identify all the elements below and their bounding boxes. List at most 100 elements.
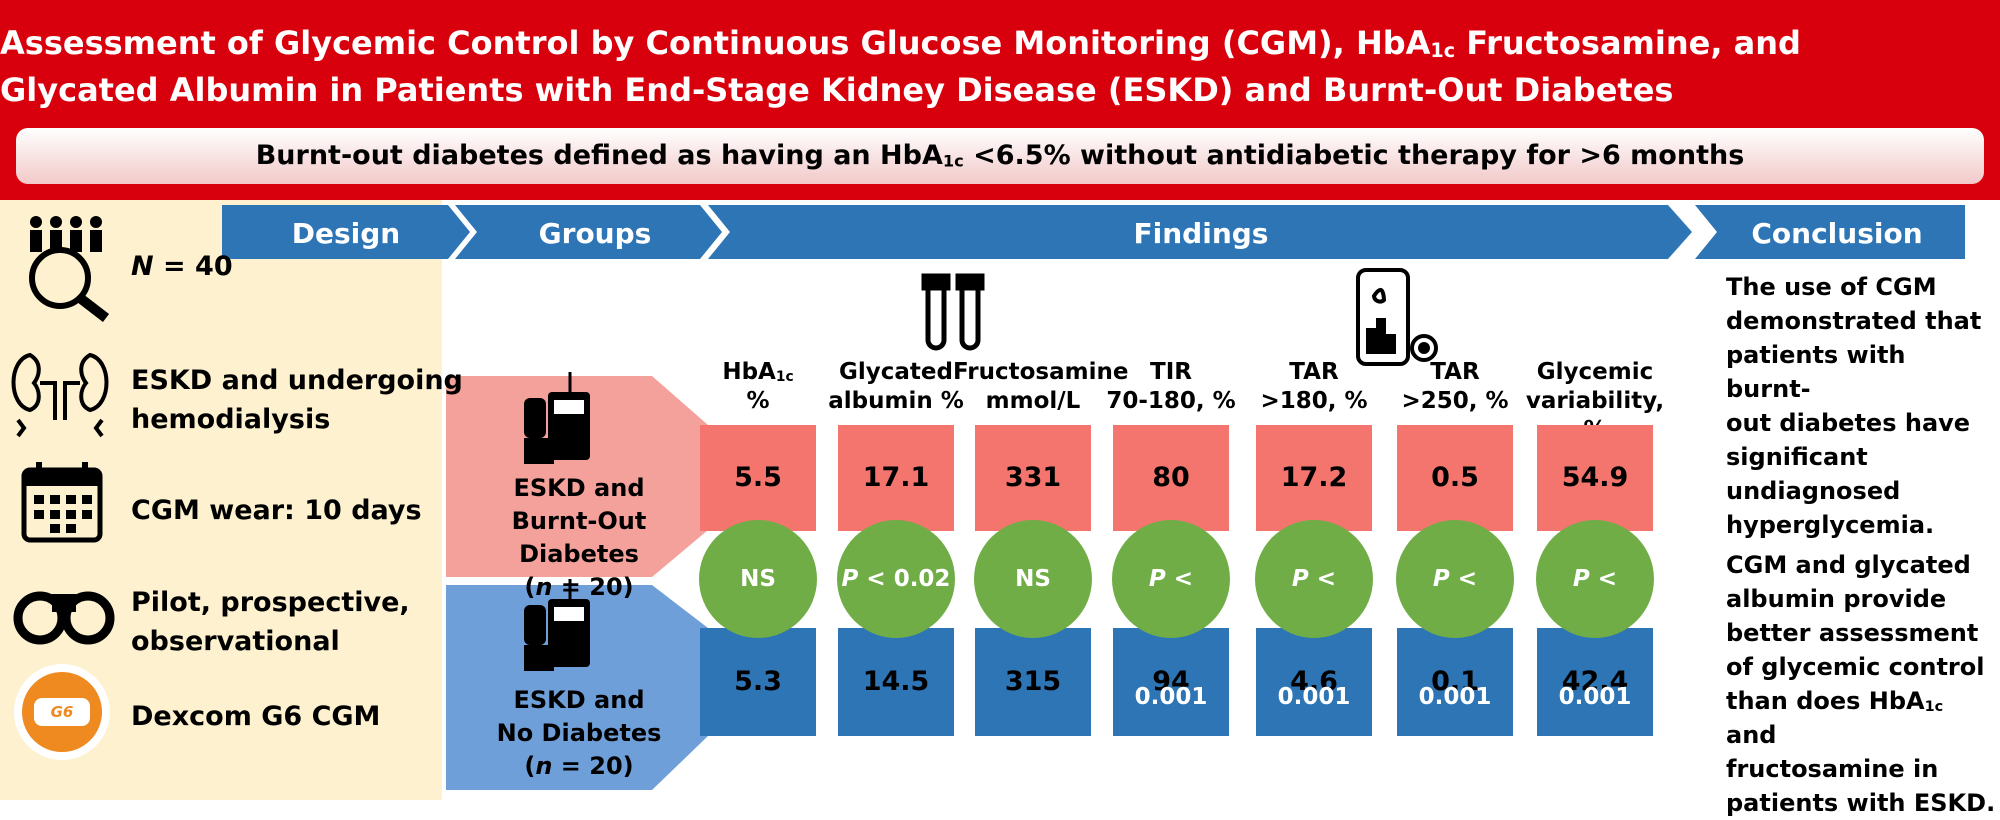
value-cell: 4.6 — [1256, 628, 1372, 736]
text-segment: The use of CGM — [1726, 273, 1937, 301]
design-item: N = 40 — [131, 247, 233, 286]
text-segment: Glycemic — [1536, 359, 1654, 385]
value: 54.9 — [1561, 462, 1629, 493]
italic-text: P — [1291, 566, 1309, 592]
text-line: N = 40 — [131, 247, 233, 286]
text-segment: % — [746, 388, 770, 414]
p-value-circle: NS — [699, 520, 817, 638]
text-line: P < 0.001 — [1112, 520, 1230, 756]
text-line: ESKD and undergoing — [131, 361, 463, 400]
section-header: Groups — [538, 217, 652, 250]
subtitle: Burnt-out diabetes defined as having an … — [16, 128, 1984, 184]
section-header: Design — [291, 217, 401, 250]
group-label: ESKD and Burnt-Out Diabetes (n = 20) — [448, 472, 710, 604]
text-line: NS — [699, 520, 817, 638]
section-header: Conclusion — [1751, 217, 1923, 250]
chevron-conclusion — [1695, 205, 1965, 259]
text-segment: >250, % — [1401, 388, 1509, 414]
section-header: Findings — [1133, 217, 1269, 250]
text-segment: out diabetes have — [1726, 409, 1971, 437]
value: 5.5 — [734, 462, 782, 493]
text-segment: hyperglycemia. — [1726, 511, 1935, 539]
text-line: Burnt-Out Diabetes — [448, 505, 710, 571]
text-segment: Glycated — [839, 359, 953, 385]
text-segment: significant — [1726, 443, 1868, 471]
value-cell: 315 — [975, 628, 1091, 736]
design-item: CGM wear: 10 days — [131, 491, 422, 530]
italic-text: P — [1148, 566, 1166, 592]
subscript: 1c — [775, 369, 794, 386]
text-line: than does HbA1c and — [1726, 684, 1996, 752]
text-line: demonstrated that — [1726, 304, 1996, 338]
text-line: TAR — [1375, 358, 1535, 387]
text-line: undiagnosed — [1726, 474, 1996, 508]
text-line: HbA1c — [678, 358, 838, 387]
subscript: 1c — [942, 151, 964, 171]
chevron-findings — [708, 205, 1692, 259]
value: 42.4 — [1561, 666, 1629, 697]
text-line: CGM and glycated — [1726, 548, 1996, 582]
text-segment: HbA — [722, 359, 776, 385]
p-value-circle: P < 0.001 — [1396, 520, 1514, 710]
title: Assessment of Glycemic Control by Contin… — [0, 20, 2000, 114]
value-cell: 80 — [1113, 425, 1229, 531]
dexcom-logo — [14, 664, 110, 760]
text-segment: = 20) — [552, 573, 634, 601]
value: 80 — [1152, 462, 1190, 493]
value-cell: 17.2 — [1256, 425, 1372, 531]
text-line: albumin provide — [1726, 582, 1996, 616]
text-line: observational — [131, 622, 410, 661]
subtitle-bar — [16, 128, 1984, 184]
italic-text: P — [1572, 566, 1590, 592]
italic-text: P — [841, 566, 859, 592]
text-line: mmol/L — [953, 387, 1113, 416]
p-value-circle: NS — [974, 520, 1092, 638]
kidney-icon — [11, 352, 109, 438]
italic-text: n — [535, 573, 553, 601]
p-value-circle: P < 0.001 — [1255, 520, 1373, 710]
design-item: ESKD and undergoing hemodialysis — [131, 361, 463, 439]
column-header: TIR 70-180, % — [1091, 358, 1251, 416]
italic-text: N — [131, 251, 154, 282]
chevron-design — [222, 205, 470, 259]
text-line: hemodialysis — [131, 400, 463, 439]
subscript: 1c — [1430, 38, 1456, 62]
binoculars-icon — [13, 591, 115, 645]
value-cell: 14.5 — [838, 628, 954, 736]
text-segment: better assessment — [1726, 619, 1979, 647]
text-segment: CGM wear: 10 days — [131, 495, 422, 526]
text-segment: hemodialysis — [131, 404, 331, 435]
group-label: ESKD and No Diabetes (n = 20) — [448, 684, 710, 783]
column-header: Fructosamine mmol/L — [953, 358, 1128, 416]
value-cell: 17.1 — [838, 425, 954, 531]
subscript: 1c — [1924, 699, 1944, 716]
text-segment: >180, % — [1260, 388, 1368, 414]
text-segment: Burnt-Out Diabetes — [511, 507, 647, 568]
text-segment: = 20) — [552, 752, 634, 780]
text-segment: Assessment of Glycemic Control by Contin… — [0, 24, 1431, 62]
value-cell: 0.5 — [1397, 425, 1513, 531]
p-value-circle: P < 0.02 — [837, 520, 955, 638]
text-segment: Fructosamine, and — [1455, 24, 1801, 62]
value-cell: 5.3 — [700, 628, 816, 736]
text-segment: = 40 — [153, 251, 233, 282]
tube-icon — [921, 273, 985, 351]
text-segment: TAR — [1289, 359, 1339, 385]
text-line: Pilot, prospective, — [131, 583, 410, 622]
text-line: Dexcom G6 CGM — [131, 697, 380, 736]
value-cell: 331 — [975, 425, 1091, 531]
text-segment: No Diabetes — [496, 719, 662, 747]
text-segment: observational — [131, 626, 340, 657]
text-line: (n = 20) — [448, 571, 710, 604]
group-box-no-diabetes — [446, 585, 708, 790]
value-cell: 54.9 — [1537, 425, 1653, 531]
text-segment: NS — [1015, 566, 1051, 592]
text-line: Glycated Albumin in Patients with End-St… — [0, 67, 2000, 114]
text-segment: TIR — [1150, 359, 1192, 385]
text-segment: < 0.001 — [1558, 566, 1632, 710]
conclusion-paragraph: The use of CGM demonstrated that patients … — [1726, 270, 1996, 542]
value: 17.2 — [1280, 462, 1348, 493]
text-line: No Diabetes — [448, 717, 710, 750]
text-segment: ESKD and undergoing — [131, 365, 463, 396]
text-segment: albumin % — [828, 388, 964, 414]
